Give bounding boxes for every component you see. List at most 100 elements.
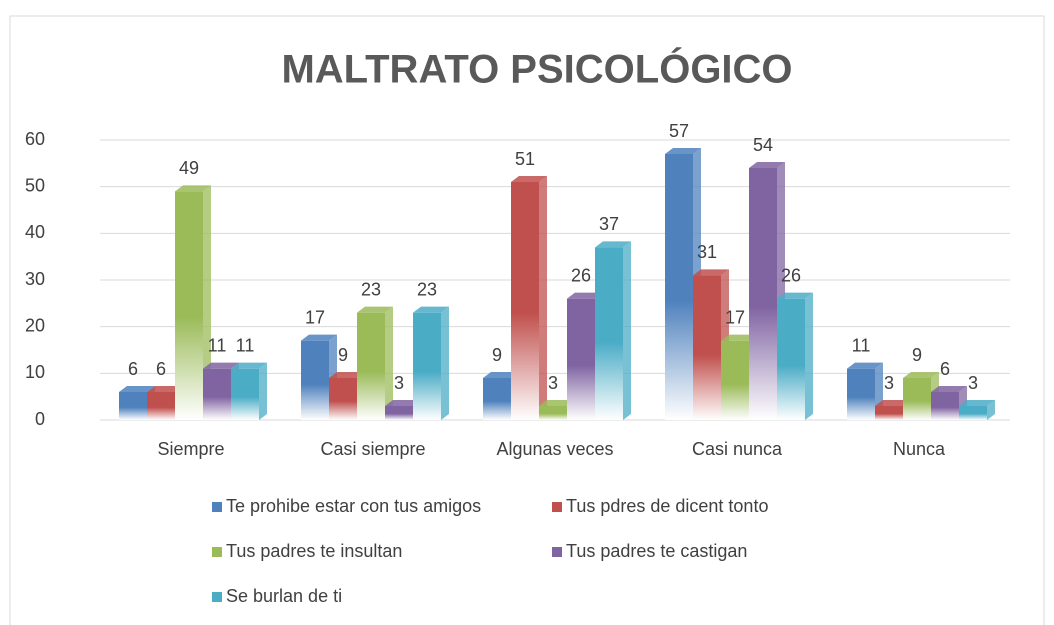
bar-top (175, 185, 211, 192)
bar-front (567, 298, 595, 420)
bar (413, 306, 449, 420)
legend-label: Tus padres te insultan (226, 541, 402, 561)
data-label: 51 (515, 149, 535, 169)
data-label: 23 (417, 279, 437, 299)
data-label: 9 (912, 345, 922, 365)
bar-front (413, 312, 441, 420)
bar-top (483, 372, 519, 378)
y-tick-label: 10 (25, 362, 45, 382)
bar-front (721, 340, 749, 420)
bar-top (777, 292, 813, 299)
x-tick-label: Algunas veces (496, 439, 613, 459)
legend-label: Tus pdres de dicent tonto (566, 496, 768, 516)
bar-front (693, 275, 721, 420)
bar (231, 362, 267, 420)
bar-top (301, 334, 337, 341)
bar-top (329, 372, 365, 378)
bar-front (119, 392, 147, 420)
legend-label: Se burlan de ti (226, 586, 342, 606)
data-label: 6 (156, 359, 166, 379)
bar-top (959, 400, 995, 406)
bar-top (693, 269, 729, 276)
data-label: 17 (725, 307, 745, 327)
bar-front (931, 392, 959, 420)
bar-top (385, 400, 421, 406)
bar-front (665, 154, 693, 420)
data-label: 3 (394, 373, 404, 393)
data-label: 31 (697, 242, 717, 262)
x-tick-label: Casi siempre (320, 439, 425, 459)
bar-top (413, 306, 449, 313)
bar (847, 362, 883, 420)
bar-front (147, 392, 175, 420)
data-label: 49 (179, 158, 199, 178)
bar-front (749, 168, 777, 420)
bar-side (385, 306, 393, 420)
bar-side (441, 306, 449, 420)
bar-top (203, 362, 239, 369)
bar (511, 176, 547, 420)
bar-side (203, 185, 211, 420)
bar (959, 400, 995, 420)
data-label: 11 (208, 335, 227, 355)
y-tick-label: 0 (35, 409, 45, 429)
bar-top (511, 176, 547, 182)
bar-side (987, 400, 995, 420)
x-tick-label: Nunca (893, 439, 946, 459)
data-label: 6 (940, 359, 950, 379)
data-label: 26 (571, 265, 591, 285)
data-label: 6 (128, 359, 138, 379)
y-tick-label: 60 (25, 129, 45, 149)
y-tick-label: 30 (25, 269, 45, 289)
bar-front (231, 368, 259, 420)
bar-top (567, 292, 603, 299)
bar-top (931, 386, 967, 392)
bar-top (231, 362, 267, 369)
bar-front (511, 182, 539, 420)
bar-front (959, 406, 987, 420)
bar-front (847, 368, 875, 420)
data-label: 9 (338, 345, 348, 365)
bar-top (875, 400, 911, 406)
bar-top (357, 306, 393, 313)
data-label: 3 (884, 373, 894, 393)
data-label: 54 (753, 135, 773, 155)
bar-top (665, 148, 701, 154)
bar-front (595, 247, 623, 420)
data-label: 23 (361, 279, 381, 299)
legend-swatch (212, 502, 222, 512)
bar-front (483, 378, 511, 420)
legend-label: Te prohibe estar con tus amigos (226, 496, 481, 516)
legend-label: Tus padres te castigan (566, 541, 747, 561)
bar-front (301, 340, 329, 420)
bar-top (147, 386, 183, 392)
bar-top (595, 241, 631, 248)
legend-swatch (552, 502, 562, 512)
legend-swatch (212, 592, 222, 602)
x-tick-label: Casi nunca (692, 439, 783, 459)
y-tick-label: 50 (25, 175, 45, 195)
bar-front (357, 312, 385, 420)
bar-side (805, 292, 813, 420)
bar-front (203, 368, 231, 420)
legend-swatch (212, 547, 222, 557)
bar-top (749, 162, 785, 168)
bar-front (903, 378, 931, 420)
bar-top (847, 362, 883, 369)
bar-top (903, 372, 939, 378)
bar-top (721, 334, 757, 341)
data-label: 37 (599, 214, 619, 234)
bar-front (539, 406, 567, 420)
bar-side (623, 241, 631, 420)
bar (595, 241, 631, 420)
data-label: 26 (781, 265, 801, 285)
bar-top (539, 400, 575, 406)
bar (357, 306, 393, 420)
legend-swatch (552, 547, 562, 557)
bar-side (259, 362, 267, 420)
bar-front (175, 191, 203, 420)
data-label: 17 (305, 307, 325, 327)
data-label: 11 (852, 335, 871, 355)
bar-side (539, 176, 547, 420)
